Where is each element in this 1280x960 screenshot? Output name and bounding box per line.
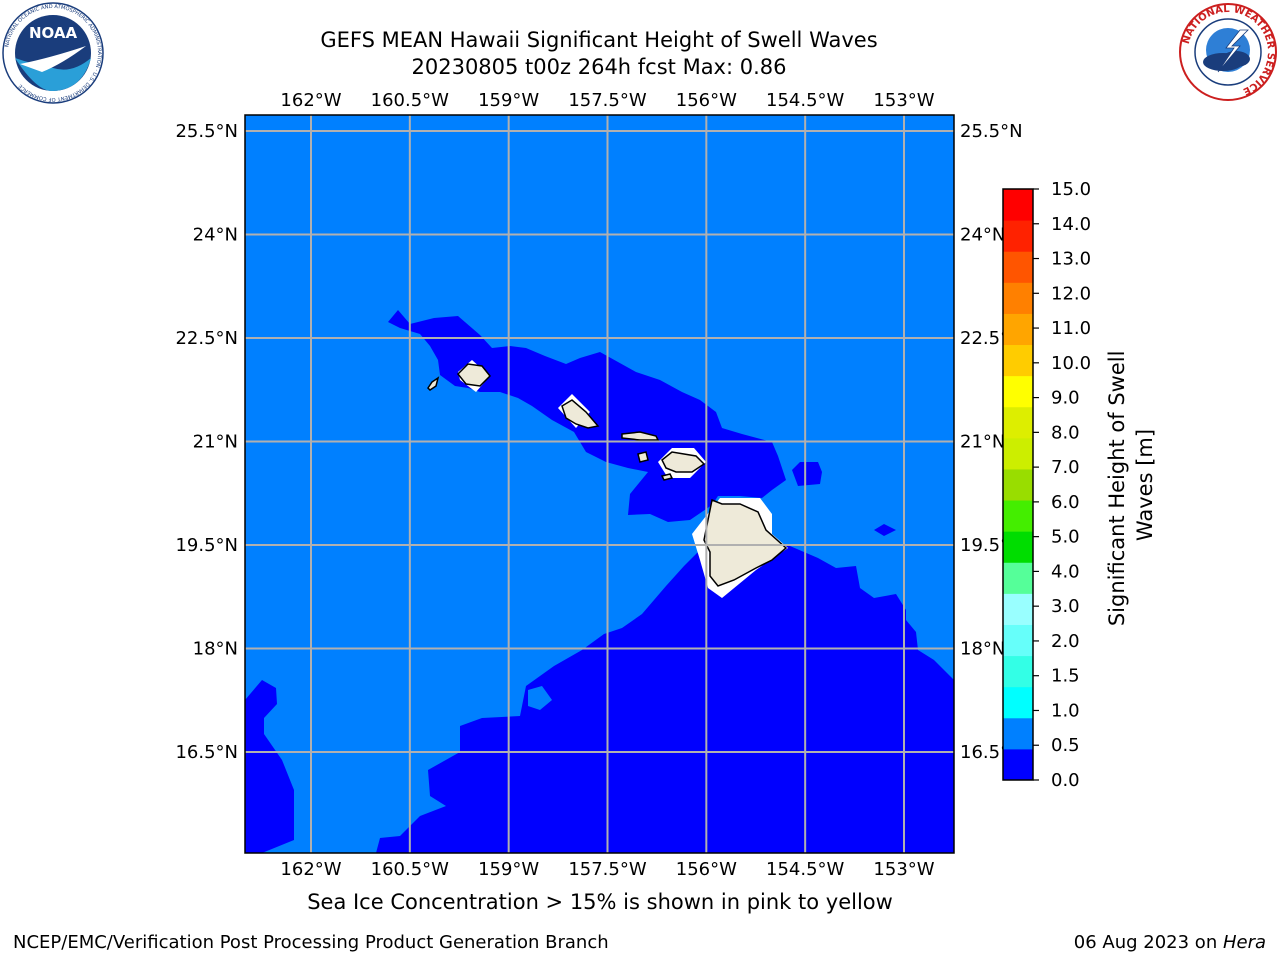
lon-label-bottom: 159°W — [478, 859, 539, 880]
colorbar-tick-label: 9.0 — [1051, 388, 1080, 409]
colorbar-tick-label: 4.0 — [1051, 561, 1080, 582]
chart-subtitle: 20230805 t00z 264h fcst Max: 0.86 — [411, 55, 787, 79]
island-oahu — [561, 399, 600, 429]
lon-label-bottom: 154.5°W — [766, 859, 845, 880]
lon-label-bottom: 160.5°W — [371, 859, 450, 880]
colorbar-tick-label: 10.0 — [1051, 353, 1091, 374]
island-maui — [661, 451, 706, 473]
lat-label-left: 24°N — [193, 225, 238, 246]
lon-label-top: 156°W — [676, 90, 737, 111]
colorbar-tick-label: 7.0 — [1051, 457, 1080, 478]
colorbar-segment — [1003, 375, 1033, 408]
island-niihau — [427, 376, 440, 391]
colorbar-segment — [1003, 468, 1033, 501]
generation-date: 06 Aug 2023 on Hera — [1074, 932, 1266, 953]
colorbar-tick-label: 1.5 — [1051, 666, 1080, 687]
lon-label-bottom: 153°W — [873, 859, 934, 880]
island-kauai — [456, 363, 492, 387]
colorbar-segment — [1003, 220, 1033, 252]
lat-label-left: 22.5°N — [175, 328, 238, 349]
swell-band-0.5-1.0-pocket — [528, 686, 552, 710]
colorbar-tick-label: 13.0 — [1051, 249, 1091, 270]
lat-label-right: 21°N — [960, 432, 1005, 453]
lat-label-left: 21°N — [193, 432, 238, 453]
colorbar-tick-label: 6.0 — [1051, 492, 1080, 513]
nws-logo: NATIONAL WEATHER SERVICE — [1179, 3, 1277, 101]
lat-label-left: 16.5°N — [175, 742, 238, 763]
colorbar-segment — [1003, 282, 1033, 314]
lon-label-bottom: 156°W — [676, 859, 737, 880]
island-lanai — [637, 451, 649, 463]
noaa-logo-text: NOAA — [29, 24, 78, 42]
noaa-logo: NOAA NATIONAL OCEANIC AND ATMOSPHERIC AD… — [2, 2, 104, 104]
swell-band-0-0.5-spot-1 — [792, 462, 822, 486]
colorbar-tick-label: 2.0 — [1051, 631, 1080, 652]
colorbar-segment — [1003, 500, 1033, 532]
generation-date-text: 06 Aug 2023 on — [1073, 932, 1223, 953]
lon-label-top: 154.5°W — [766, 90, 845, 111]
colorbar-segment — [1003, 593, 1033, 625]
colorbar-segment — [1003, 406, 1033, 439]
lon-label-top: 160.5°W — [371, 90, 450, 111]
lon-label-top: 159°W — [478, 90, 539, 111]
swell-band-0-0.5-spot-2 — [874, 524, 896, 536]
lat-label-left: 19.5°N — [175, 535, 238, 556]
island-kahoolawe — [660, 473, 674, 481]
colorbar-tick-label: 8.0 — [1051, 422, 1080, 443]
lon-label-bottom: 162°W — [280, 859, 341, 880]
lon-label-top: 153°W — [873, 90, 934, 111]
colorbar-segment — [1003, 717, 1033, 750]
colorbar-tick-label: 0.5 — [1051, 735, 1080, 756]
colorbar-segment — [1003, 531, 1033, 563]
colorbar-tick-label: 3.0 — [1051, 596, 1080, 617]
colorbar-tick-label: 15.0 — [1051, 179, 1091, 200]
colorbar-segment — [1003, 748, 1033, 781]
colorbar-segment — [1003, 655, 1033, 688]
colorbar-tick-label: 12.0 — [1051, 283, 1091, 304]
lon-label-bottom: 157.5°W — [568, 859, 647, 880]
map-frame — [244, 114, 955, 854]
colorbar-segment — [1003, 189, 1033, 221]
colorbar-segment — [1003, 562, 1033, 594]
generation-machine: Hera — [1222, 932, 1266, 953]
lon-label-top: 162°W — [280, 90, 341, 111]
map-plot-area — [245, 115, 954, 853]
chart-title: GEFS MEAN Hawaii Significant Height of S… — [320, 28, 878, 52]
colorbar-tick-label: 1.0 — [1051, 700, 1080, 721]
lat-label-right: 24°N — [960, 225, 1005, 246]
lat-label-left: 18°N — [193, 639, 238, 660]
colorbar-segment — [1003, 313, 1033, 346]
colorbar-label-line1: Significant Height of Swell Waves [m] — [1105, 344, 1157, 626]
sea-ice-caption: Sea Ice Concentration > 15% is shown in … — [307, 890, 893, 914]
colorbar-segment — [1003, 344, 1033, 377]
colorbar-tick-label: 5.0 — [1051, 527, 1080, 548]
colorbar-tick-label: 11.0 — [1051, 318, 1091, 339]
colorbar: 0.0 0.5 1.0 1.5 2.0 3.0 4.0 5.0 6.0 7.0 8.0 9.0 10.0… — [1002, 179, 1091, 791]
colorbar-segment — [1003, 624, 1033, 657]
colorbar-segment — [1003, 437, 1033, 470]
lon-label-top: 157.5°W — [568, 90, 647, 111]
lat-label-right: 25.5°N — [960, 121, 1023, 142]
gridlines — [245, 115, 954, 853]
lat-label-left: 25.5°N — [175, 121, 238, 142]
producer-credit: NCEP/EMC/Verification Post Processing Pr… — [13, 932, 609, 953]
swell-band-0-0.5-southeast — [376, 538, 954, 853]
lat-label-right: 18°N — [960, 639, 1005, 660]
colorbar-tick-label: 0.0 — [1051, 770, 1080, 791]
colorbar-frame — [1002, 188, 1034, 781]
colorbar-segment — [1003, 686, 1033, 719]
island-molokai — [621, 431, 660, 441]
colorbar-segment — [1003, 251, 1033, 283]
axis-labels: 162°W 162°W 160.5°W 160.5°W 159°W 159°W 157.5°… — [175, 90, 1022, 880]
swell-band-0-0.5-south — [245, 680, 294, 853]
colorbar-tick-label: 14.0 — [1051, 214, 1091, 235]
